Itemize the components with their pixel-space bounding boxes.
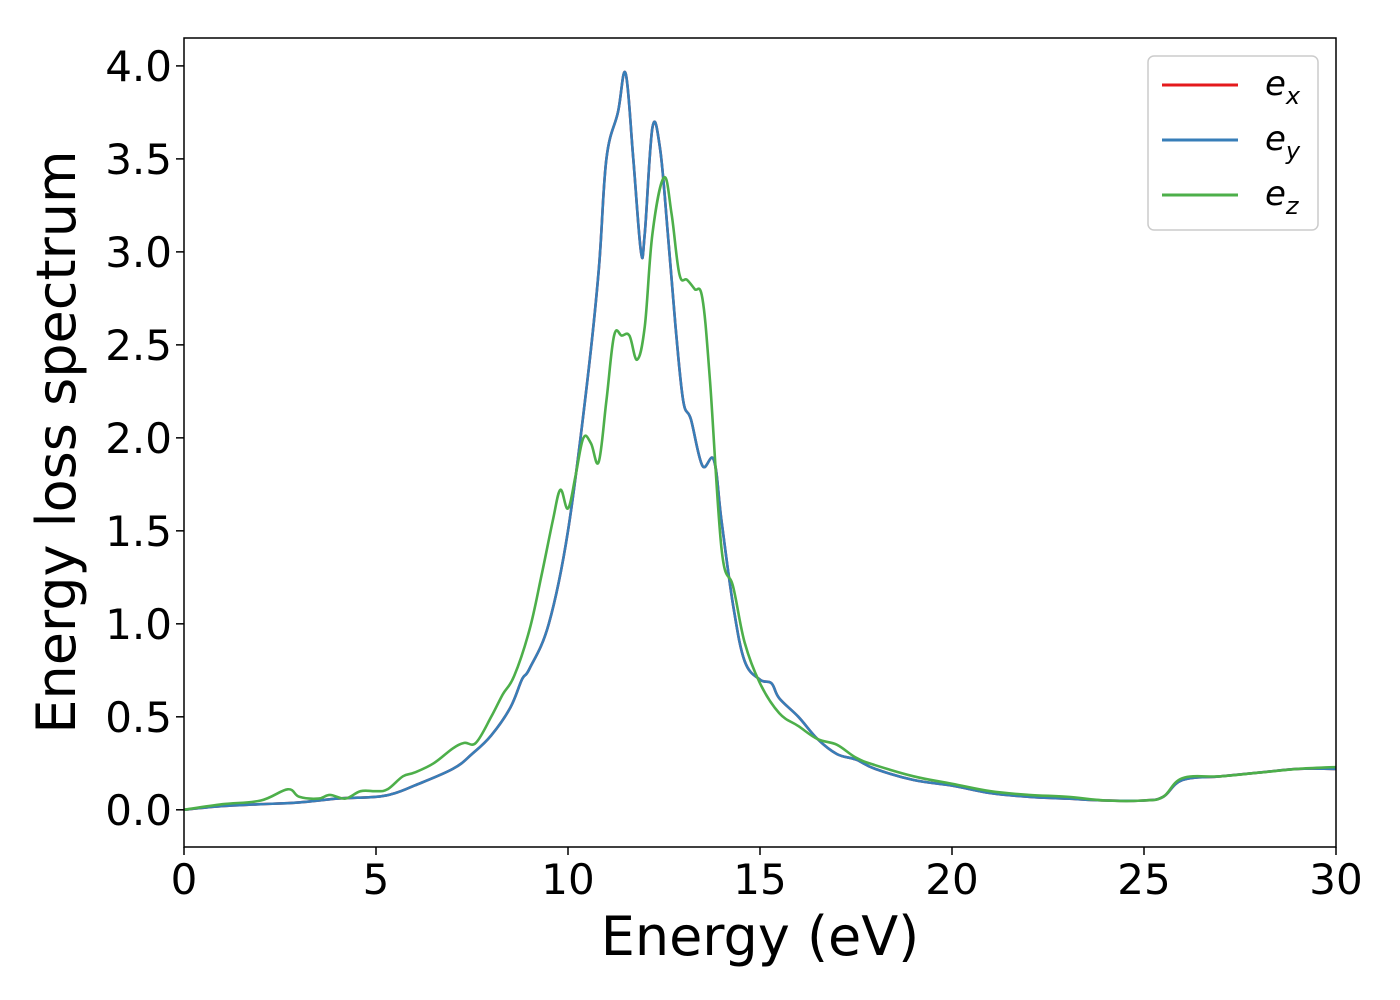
y-tick-label: 1.5: [105, 507, 172, 556]
y-axis-label: Energy loss spectrum: [25, 150, 88, 733]
y-tick-label: 0.0: [105, 786, 172, 835]
x-tick-label: 5: [363, 855, 390, 904]
y-tick-label: 0.5: [105, 693, 172, 742]
legend-label-ex: ex: [1265, 64, 1301, 110]
series-layer: [183, 70, 1337, 812]
y-tick-label: 3.0: [105, 228, 172, 277]
x-tick-label: 15: [733, 855, 786, 904]
y-tick-label: 2.5: [105, 321, 172, 370]
x-tick-label: 30: [1309, 855, 1362, 904]
x-axis-ticks: 0 5 10 15 20 25 30: [171, 847, 1363, 904]
legend-label-ez: ez: [1265, 174, 1300, 220]
legend-box: [1147, 55, 1319, 231]
x-axis-label: Energy (eV): [601, 905, 920, 968]
x-tick-label: 0: [171, 855, 198, 904]
x-tick-label: 25: [1117, 855, 1170, 904]
series-line-ey: [183, 70, 1337, 812]
y-axis-ticks: 0.0 0.5 1.0 1.5 2.0 2.5 3.0 3.5 4.0: [105, 42, 184, 835]
series-line-ez: [183, 176, 1337, 812]
y-tick-label: 2.0: [105, 414, 172, 463]
legend-label-ey: ey: [1265, 119, 1301, 165]
y-tick-label: 4.0: [105, 42, 172, 91]
x-tick-label: 10: [541, 855, 594, 904]
y-tick-label: 1.0: [105, 600, 172, 649]
legend: ex ey ez: [1147, 55, 1319, 231]
y-tick-label: 3.5: [105, 135, 172, 184]
x-tick-label: 20: [925, 855, 978, 904]
